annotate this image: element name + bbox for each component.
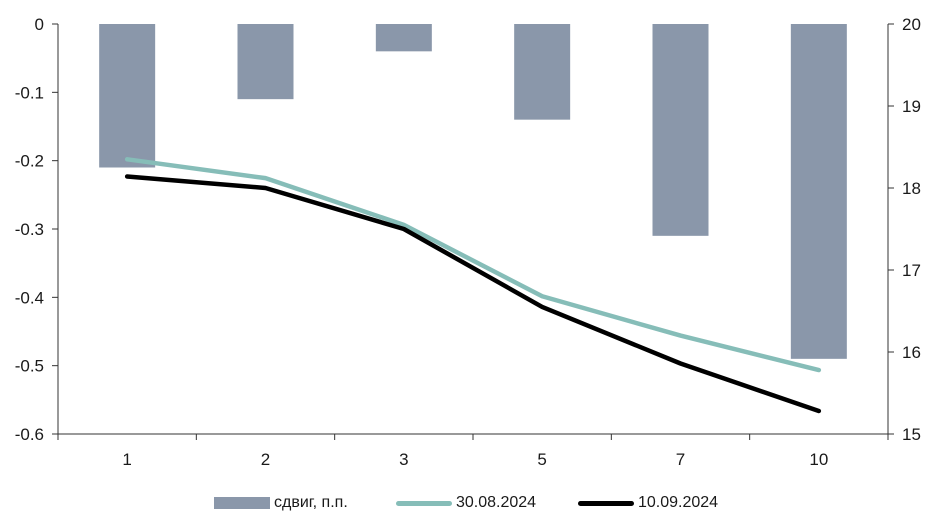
- legend-label-bar: сдвиг, п.п.: [274, 494, 348, 511]
- right-tick-label: 16: [902, 343, 921, 362]
- bar-series: [99, 24, 847, 359]
- legend-item-bar: сдвиг, п.п.: [214, 492, 348, 514]
- left-tick-label: -0.1: [15, 83, 44, 102]
- legend-item-line-2: 10.09.2024: [578, 492, 718, 514]
- bar: [99, 24, 156, 168]
- bar: [790, 24, 847, 359]
- x-tick-label: 7: [676, 450, 685, 469]
- left-tick-label: -0.4: [15, 288, 44, 307]
- chart: 0 -0.1 -0.2 -0.3 -0.4 -0.5 -0.6 20 19 18 17 16 15 1 2 3…: [15, 15, 921, 469]
- right-tick-label: 15: [902, 425, 921, 444]
- right-tick-label: 19: [902, 97, 921, 116]
- bar: [652, 24, 709, 236]
- x-tick-label: 3: [399, 450, 408, 469]
- legend-swatch-bar: [214, 497, 270, 509]
- legend-swatch-line-1: [396, 500, 452, 506]
- legend: сдвиг, п.п. 30.08.2024 10.09.2024: [0, 492, 928, 514]
- axes: 0 -0.1 -0.2 -0.3 -0.4 -0.5 -0.6 20 19 18 17 16 15 1 2 3…: [15, 15, 921, 469]
- right-tick-label: 20: [902, 15, 921, 34]
- legend-label-line-1: 30.08.2024: [456, 494, 537, 511]
- x-tick-label: 1: [122, 450, 131, 469]
- left-tick-label: -0.6: [15, 425, 44, 444]
- x-tick-label: 10: [809, 450, 828, 469]
- legend-item-line-1: 30.08.2024: [396, 492, 536, 514]
- series-line-1: [124, 157, 822, 373]
- legend-swatch-line-2: [578, 500, 634, 506]
- bar: [237, 24, 294, 100]
- x-tick-label: 2: [261, 450, 270, 469]
- bar: [514, 24, 571, 120]
- left-tick-label: -0.3: [15, 220, 44, 239]
- x-tick-label: 5: [537, 450, 546, 469]
- left-tick-label: -0.5: [15, 357, 44, 376]
- left-tick-label: -0.2: [15, 152, 44, 171]
- bar: [375, 24, 432, 52]
- right-tick-label: 17: [902, 261, 921, 280]
- line-series: [124, 157, 822, 414]
- left-tick-label: 0: [35, 15, 44, 34]
- legend-label-line-2: 10.09.2024: [638, 494, 719, 511]
- series-line-2: [124, 174, 822, 414]
- right-tick-label: 18: [902, 179, 921, 198]
